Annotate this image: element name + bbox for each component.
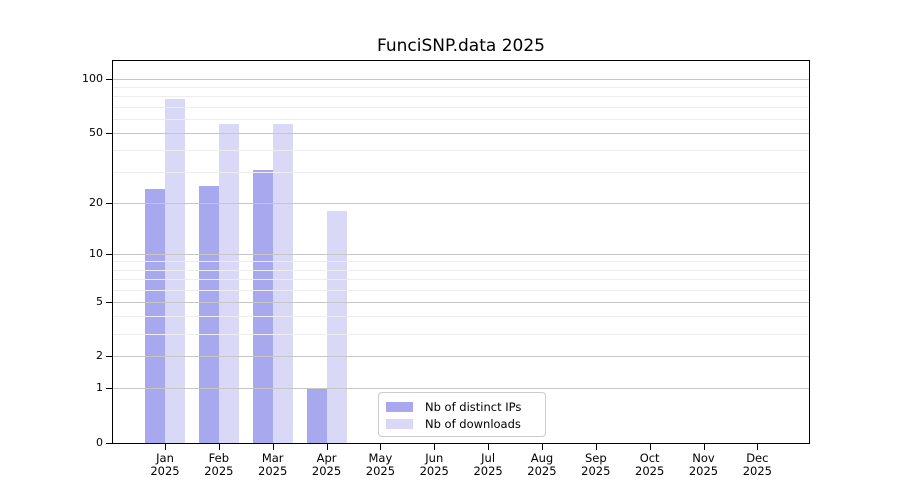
x-tick-month: Jan [156,451,174,465]
x-tick-mark-dec [757,444,759,450]
x-tick-label-nov: Nov 2025 [677,452,731,478]
x-tick-label-jan: Jan 2025 [138,452,192,478]
x-tick-year: 2025 [635,464,665,478]
y-tick-mark-1 [106,388,112,390]
y-tick-label-50: 50 [89,125,103,139]
x-tick-month: Feb [208,451,230,465]
y-tick-label-0: 0 [96,436,103,449]
legend-swatch-downloads [386,418,413,429]
bar-downloads-mar [272,124,293,443]
x-tick-year: 2025 [258,464,288,478]
legend-item-distinct-ips: Nb of distinct IPs [386,398,545,415]
x-tick-mark-sep [595,444,597,450]
x-tick-year: 2025 [527,464,557,478]
y-tick-label-2: 2 [96,349,103,363]
x-tick-label-sep: Sep 2025 [569,452,623,478]
bar-downloads-jan [165,99,185,443]
x-tick-label-may: May 2025 [353,452,407,478]
x-tick-mark-jan [165,444,166,450]
x-tick-month: Dec [746,451,769,465]
bar-distinct-ips-jan [145,189,165,443]
legend-label-downloads: Nb of downloads [425,416,521,431]
x-tick-label-jun: Jun 2025 [407,452,461,478]
x-tick-month: Mar [261,451,284,465]
bars-layer [113,61,809,443]
legend-swatch-distinct-ips [386,401,413,412]
bar-distinct-ips-apr [306,388,327,443]
x-tick-mark-aug [541,444,543,450]
x-tick-label-apr: Apr 2025 [300,452,354,478]
x-tick-label-oct: Oct 2025 [623,452,677,478]
x-tick-year: 2025 [204,464,234,478]
x-tick-label-mar: Mar 2025 [246,452,300,478]
x-tick-year: 2025 [419,464,449,478]
x-tick-year: 2025 [473,464,503,478]
x-tick-month: Jul [481,451,496,465]
x-tick-mark-mar [272,444,274,450]
legend: Nb of distinct IPs Nb of downloads [378,392,546,437]
x-tick-mark-feb [218,444,220,450]
y-tick-mark-50 [106,132,112,134]
y-tick-label-1: 1 [96,381,103,395]
y-tick-mark-0 [106,443,112,444]
plot-area [112,60,810,444]
x-tick-month: Sep [584,451,607,465]
x-tick-year: 2025 [688,464,719,478]
x-tick-label-jul: Jul 2025 [461,452,515,478]
x-tick-mark-apr [326,444,328,450]
x-tick-mark-jun [434,444,436,450]
y-tick-label-100: 100 [82,72,103,86]
x-tick-year: 2025 [365,464,396,478]
legend-item-downloads: Nb of downloads [386,415,545,432]
x-tick-mark-may [380,444,382,450]
bar-distinct-ips-mar [252,169,273,443]
y-tick-mark-100 [106,79,112,81]
x-tick-label-dec: Dec 2025 [730,452,784,478]
bar-downloads-feb [218,124,239,443]
x-tick-mark-nov [703,444,705,450]
y-tick-mark-2 [106,356,112,358]
x-tick-year: 2025 [311,464,342,478]
bar-distinct-ips-feb [198,186,219,443]
x-tick-month: Aug [530,451,554,465]
x-tick-year: 2025 [581,464,611,478]
y-tick-mark-5 [106,301,112,303]
y-tick-label-20: 20 [89,195,103,209]
x-tick-month: May [368,451,393,465]
x-tick-year: 2025 [742,464,772,478]
y-tick-label-5: 5 [96,294,103,308]
x-tick-label-feb: Feb 2025 [192,452,246,478]
x-tick-mark-oct [649,444,651,450]
y-tick-mark-10 [106,253,112,255]
legend-label-distinct-ips: Nb of distinct IPs [425,399,522,414]
y-tick-label-10: 10 [89,246,103,260]
x-tick-label-aug: Aug 2025 [515,452,569,478]
x-tick-mark-jul [488,444,490,450]
chart-title: FunciSNP.data 2025 [377,36,545,56]
x-tick-month: Jun [425,451,444,465]
x-tick-month: Nov [692,451,715,465]
bar-downloads-apr [326,210,347,443]
x-tick-month: Apr [316,451,337,465]
x-tick-month: Oct [639,451,660,465]
x-tick-year: 2025 [150,464,180,478]
y-tick-mark-20 [106,202,112,204]
